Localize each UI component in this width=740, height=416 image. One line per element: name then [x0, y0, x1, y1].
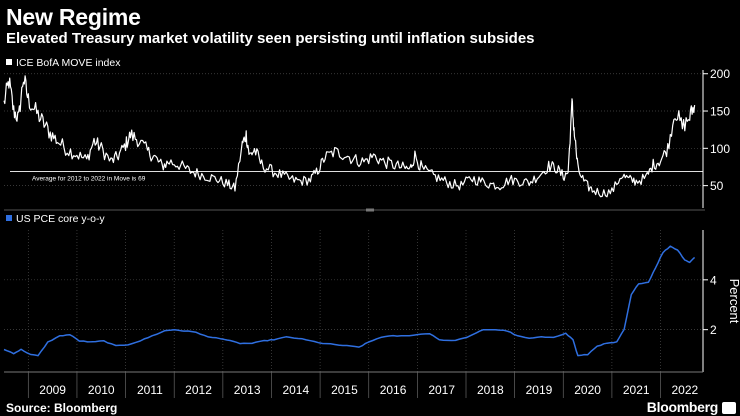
move-legend-label: ICE BofA MOVE index	[16, 57, 121, 69]
x-tick-label: 2016	[380, 383, 407, 397]
pce-core-line	[3, 245, 696, 357]
source-note: Source: Bloomberg	[6, 401, 118, 415]
x-tick-label: 2018	[477, 383, 504, 397]
x-tick-label: 2019	[526, 383, 553, 397]
pce-ytick-label: 4	[710, 273, 717, 287]
x-tick-label: 2020	[574, 383, 601, 397]
x-tick-label: 2022	[671, 383, 698, 397]
bloomberg-logo: Bloomberg	[646, 399, 719, 415]
move-ytick-label: 200	[710, 67, 730, 81]
move-index-line	[3, 75, 696, 198]
chart-subtitle: Elevated Treasury market volatility seen…	[6, 30, 535, 47]
x-tick-label: 2013	[234, 383, 261, 397]
pce-y-axis-label: Percent	[727, 279, 740, 324]
chart-area: ICE BofA MOVE index Average for 2012 to …	[3, 57, 740, 398]
x-tick-label: 2009	[39, 383, 66, 397]
pce-panel: US PCE core y-o-y 2 4 Percent	[3, 213, 740, 372]
pce-legend-swatch	[6, 215, 12, 221]
pce-legend-label: US PCE core y-o-y	[16, 213, 105, 225]
move-ytick-label: 100	[710, 142, 730, 156]
move-average-label: Average for 2012 to 2022 in Move is 69	[32, 175, 146, 182]
x-tick-label: 2015	[331, 383, 358, 397]
move-panel: ICE BofA MOVE index Average for 2012 to …	[3, 57, 730, 208]
move-ytick-label: 150	[710, 105, 730, 119]
bloomberg-badge-icon	[722, 402, 736, 414]
panel-divider-handle	[366, 208, 374, 212]
move-legend-swatch	[6, 59, 12, 65]
move-ytick-label: 50	[710, 179, 724, 193]
x-tick-label: 2011	[137, 383, 163, 397]
x-tick-label: 2014	[282, 383, 309, 397]
pce-ytick-label: 2	[710, 323, 717, 337]
x-tick-label: 2012	[185, 383, 212, 397]
x-tick-label: 2017	[428, 383, 455, 397]
chart-title: New Regime	[6, 4, 141, 30]
x-tick-label: 2010	[88, 383, 115, 397]
x-tick-label: 2021	[623, 383, 650, 397]
